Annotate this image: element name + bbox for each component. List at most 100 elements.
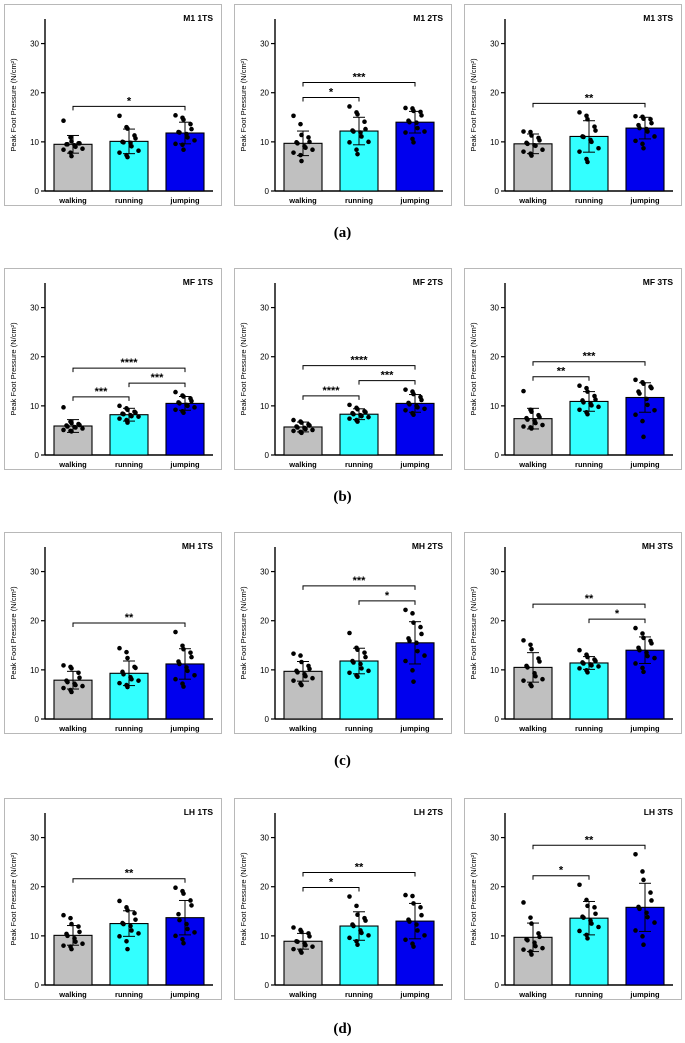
chart-svg: MF 3TS 0 10 20 30 Peak Foot Pressure (N/cm²) w… (469, 277, 673, 469)
data-point (125, 126, 130, 131)
data-point (414, 640, 419, 646)
data-point (521, 388, 526, 394)
data-point (69, 420, 74, 426)
data-point (307, 666, 312, 672)
significance-label: *** (353, 575, 367, 587)
data-point (585, 670, 590, 675)
significance-label: ** (125, 612, 134, 624)
data-point (73, 144, 78, 150)
significance-label: ** (585, 593, 594, 605)
y-tick-label: 30 (30, 304, 39, 313)
data-point (65, 424, 70, 429)
chart-title: MF 1TS (183, 277, 214, 287)
data-point (529, 426, 534, 431)
chart-title: M1 3TS (643, 13, 673, 23)
data-point (77, 422, 82, 428)
data-point (291, 150, 296, 155)
data-point (133, 136, 138, 141)
chart-svg: M1 3TS 0 10 20 30 Peak Foot Pressure (N/cm²) w… (469, 13, 673, 205)
data-point (299, 659, 304, 665)
significance-bracket (532, 361, 646, 366)
data-point (596, 924, 601, 930)
y-tick-label: 20 (30, 883, 39, 892)
data-point (407, 638, 412, 644)
x-tick-label: walking (518, 460, 547, 469)
y-axis-label: Peak Foot Pressure (N/cm²) (9, 58, 18, 152)
data-point (411, 391, 416, 397)
chart-svg: MF 1TS 0 10 20 30 Peak Foot Pressure (N/cm²) w… (9, 277, 214, 469)
data-point (291, 113, 296, 119)
data-point (303, 942, 308, 948)
y-tick-label: 20 (30, 617, 39, 626)
data-point (61, 427, 66, 433)
significance-label: *** (381, 370, 395, 382)
data-point (69, 689, 74, 695)
significance-bracket (72, 878, 186, 883)
significance-bracket (532, 875, 590, 880)
data-point (80, 683, 85, 689)
data-point (295, 425, 300, 430)
data-point (121, 140, 126, 145)
chart-svg: MF 2TS 0 10 20 30 Peak Foot Pressure (N/cm²) w… (239, 277, 443, 469)
data-point (366, 933, 371, 938)
data-point (69, 429, 74, 434)
data-point (419, 912, 424, 918)
x-tick-label: running (345, 990, 373, 999)
data-point (525, 141, 530, 147)
x-tick-label: jumping (169, 990, 200, 999)
data-point (419, 113, 424, 118)
bar-walking (53, 425, 93, 456)
data-point (537, 659, 542, 664)
y-tick-label: 10 (260, 138, 269, 147)
data-point (173, 676, 178, 682)
y-tick-label: 20 (260, 89, 269, 98)
data-point (80, 426, 85, 431)
data-point (298, 152, 303, 158)
data-point (592, 905, 597, 910)
data-point (181, 394, 186, 399)
data-point (121, 671, 126, 677)
data-point (414, 922, 419, 927)
chart-panel: M1 3TS 0 10 20 30 Peak Foot Pressure (N/cm²) w… (464, 4, 682, 206)
data-point (577, 928, 582, 934)
data-point (307, 423, 312, 428)
significance-label: ** (585, 92, 594, 104)
data-point (303, 426, 308, 432)
data-point (633, 851, 638, 857)
chart-panel: MH 2TS 0 10 20 30 Peak Foot Pressure (N/cm²) w… (234, 532, 452, 734)
data-point (347, 630, 352, 636)
x-tick-label: walking (58, 724, 87, 733)
data-point (366, 668, 371, 674)
data-point (310, 147, 315, 153)
significance-label: * (127, 95, 132, 107)
data-point (355, 912, 360, 918)
chart-title: M1 1TS (183, 13, 213, 23)
data-point (77, 929, 82, 935)
data-point (177, 917, 182, 923)
data-point (68, 135, 73, 140)
data-point (173, 407, 178, 413)
data-point (407, 919, 412, 924)
x-tick-label: running (115, 724, 143, 733)
y-tick-label: 0 (265, 451, 270, 460)
data-point (355, 406, 360, 412)
data-point (411, 944, 416, 949)
data-point (528, 915, 533, 920)
row-label-c: (c) (334, 753, 351, 769)
data-point (589, 921, 594, 926)
data-point (592, 124, 597, 129)
data-point (637, 125, 642, 131)
data-point (581, 915, 586, 920)
x-tick-label: jumping (399, 724, 430, 733)
x-tick-label: running (115, 460, 143, 469)
significance-bracket (532, 844, 646, 850)
data-point (411, 620, 416, 625)
data-point (125, 655, 130, 661)
y-tick-label: 10 (260, 932, 269, 941)
y-tick-label: 0 (35, 187, 40, 196)
data-point (641, 942, 646, 948)
chart-panel: M1 2TS 0 10 20 30 Peak Foot Pressure (N/cm²) w… (234, 4, 452, 206)
data-point (189, 903, 194, 908)
data-point (521, 900, 526, 905)
data-point (528, 642, 533, 648)
